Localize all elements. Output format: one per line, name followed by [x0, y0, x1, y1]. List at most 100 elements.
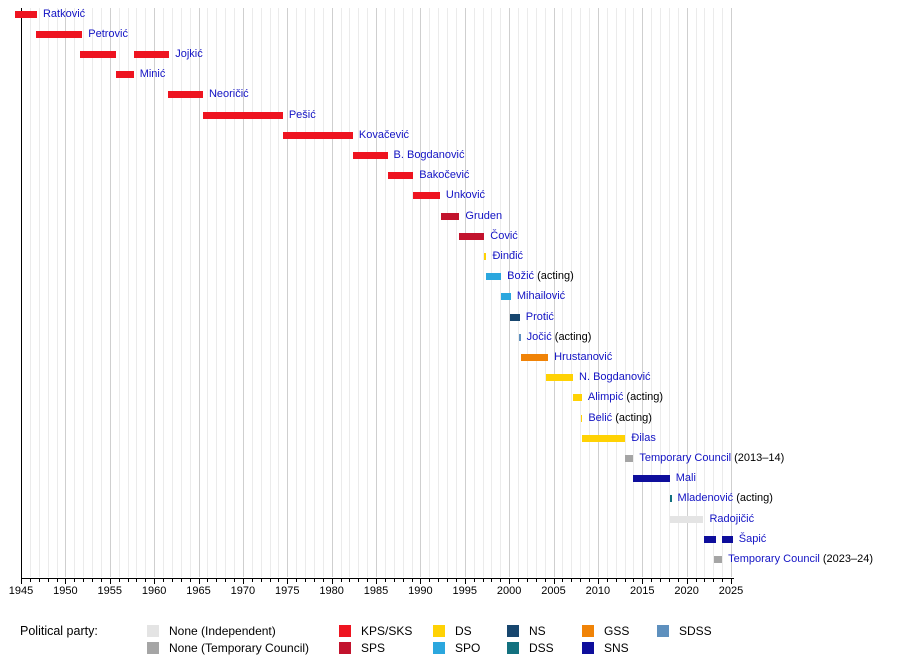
axis-tick-2023 [713, 579, 715, 582]
term-bar-api-2 [722, 535, 733, 543]
gridline-year-1975 [287, 8, 289, 577]
mayor-link-jojki[interactable]: Jojkić [175, 47, 203, 60]
gridline-year-1967 [216, 8, 218, 577]
axis-tick-1958 [136, 579, 138, 582]
mayor-link-radoji-i[interactable]: Radojičić [709, 512, 755, 525]
mayor-link-ilas[interactable]: Đilas [631, 431, 656, 444]
axis-label-2005: 2005 [541, 585, 566, 597]
row-label-petrovi: Petrović [88, 27, 128, 40]
axis-tick-1963 [180, 579, 182, 582]
mayor-link-petrovi[interactable]: Petrović [88, 27, 128, 40]
term-bar-radoji-i [669, 515, 704, 523]
gridline-year-1999 [500, 8, 502, 577]
term-bar-neori-i [168, 91, 203, 99]
legend-swatch-none_temp_council [147, 641, 159, 654]
mayor-link-kova-evi[interactable]: Kovačević [358, 128, 410, 141]
legend-swatch-spo [433, 641, 445, 654]
row-label-unkovi: Unković [446, 190, 485, 201]
axis-label-2025: 2025 [718, 585, 744, 597]
row-label-bako-evi: Bakočević [419, 170, 469, 181]
row-label-alimpi: Alimpić (acting) [588, 392, 663, 403]
gridline-year-1947 [38, 8, 40, 577]
legend-label-sps: SPS [361, 640, 386, 655]
axis-tick-2010 [597, 579, 599, 584]
gridline-year-2000 [509, 8, 511, 577]
axis-tick-1946 [29, 579, 31, 582]
mayor-link-neori-i[interactable]: Neoričić [208, 88, 249, 101]
gridline-year-2001 [518, 8, 519, 577]
mayor-link-mladenovi[interactable]: Mladenović [677, 492, 734, 505]
mayor-link-n-bogdanovi[interactable]: N. Bogdanović [579, 371, 651, 384]
legend-title: Political party: [20, 624, 98, 638]
axis-tick-1977 [305, 579, 306, 582]
mayor-link-mali[interactable]: Mali [675, 472, 696, 485]
mayor-link-api[interactable]: Šapić [738, 532, 767, 545]
mayor-link-alimpi[interactable]: Alimpić [587, 391, 624, 404]
axis-tick-2016 [651, 579, 653, 582]
mayor-link-unkovi[interactable]: Unković [445, 189, 486, 202]
axis-tick-1983 [358, 579, 360, 582]
gridline-year-2005 [553, 8, 555, 577]
gridline-year-1970 [242, 8, 244, 577]
mayor-link-gruden[interactable]: Gruden [465, 209, 503, 222]
gridline-year-1969 [234, 8, 235, 577]
gridline-year-1987 [393, 8, 395, 577]
gridline-year-1981 [340, 8, 342, 577]
axis-tick-1964 [189, 579, 191, 582]
term-bar-in-i [484, 252, 487, 260]
mayor-link-mini[interactable]: Minić [139, 68, 166, 81]
label-suffix: (acting) [612, 411, 652, 424]
mayor-link-proti[interactable]: Protić [525, 310, 554, 323]
axis-tick-1974 [278, 579, 280, 582]
axis-tick-2008 [580, 579, 582, 582]
axis-tick-1955 [109, 579, 111, 584]
mayor-link-bako-evi[interactable]: Bakočević [419, 169, 470, 182]
axis-tick-1947 [38, 579, 40, 582]
gridline-year-1974 [278, 8, 280, 577]
row-label-jo-i: Jočić (acting) [526, 330, 592, 343]
mayor-link-temporary-council[interactable]: Temporary Council [728, 552, 820, 565]
axis-tick-1969 [234, 579, 235, 582]
axis-tick-1957 [127, 579, 129, 582]
mayor-link-in-i[interactable]: Đinđić [492, 249, 524, 262]
axis-tick-1985 [376, 579, 377, 584]
mayor-link-b-bogdanovi[interactable]: B. Bogdanović [393, 148, 465, 161]
row-label-hrustanovi: Hrustanović [554, 350, 613, 363]
gridline-year-1986 [384, 8, 386, 577]
mayor-link-hrustanovi[interactable]: Hrustanović [554, 350, 613, 363]
term-bar-b-bogdanovi [352, 151, 388, 159]
axis-label-2000: 2000 [496, 585, 522, 597]
term-bar-hrustanovi [520, 353, 549, 361]
gridline-year-1961 [163, 8, 164, 577]
gridline-year-2006 [562, 8, 564, 577]
x-axis-line [21, 578, 734, 579]
mayor-link-ovi[interactable]: Čović [490, 229, 518, 242]
row-label-ilas: Đilas [631, 431, 656, 444]
row-label-gruden: Gruden [465, 209, 503, 222]
mayor-link-jo-i[interactable]: Jočić [526, 330, 552, 343]
row-label-jojki: Jojkić [175, 47, 203, 60]
legend-label-gss: GSS [604, 623, 630, 638]
mayor-link-bo-i[interactable]: Božić [507, 270, 535, 283]
mayor-link-pe-i[interactable]: Pešić [288, 108, 316, 121]
axis-tick-1986 [384, 579, 386, 582]
mayor-link-beli[interactable]: Belić [588, 411, 613, 424]
axis-label-1955: 1955 [97, 585, 122, 597]
axis-tick-1970 [242, 579, 244, 584]
mayor-link-mihailovi[interactable]: Mihailović [516, 290, 566, 303]
mayor-link-ratkovi[interactable]: Ratković [42, 7, 86, 20]
y-axis-line [21, 8, 22, 578]
legend-label-ns: NS [529, 623, 546, 638]
gridline-year-2015 [642, 8, 644, 577]
gridline-year-1984 [367, 8, 369, 577]
axis-tick-1966 [207, 579, 209, 582]
mayor-link-temporary-council[interactable]: Temporary Council [639, 451, 732, 464]
axis-tick-1948 [47, 579, 49, 582]
term-bar-gruden [440, 212, 460, 220]
legend-item-sdss: SDSS [657, 624, 712, 638]
row-label-b-bogdanovi: B. Bogdanović [393, 148, 465, 161]
gridline-year-1996 [473, 8, 475, 577]
legend-label-dss: DSS [529, 640, 554, 655]
legend-item-ns: NS [507, 623, 546, 638]
